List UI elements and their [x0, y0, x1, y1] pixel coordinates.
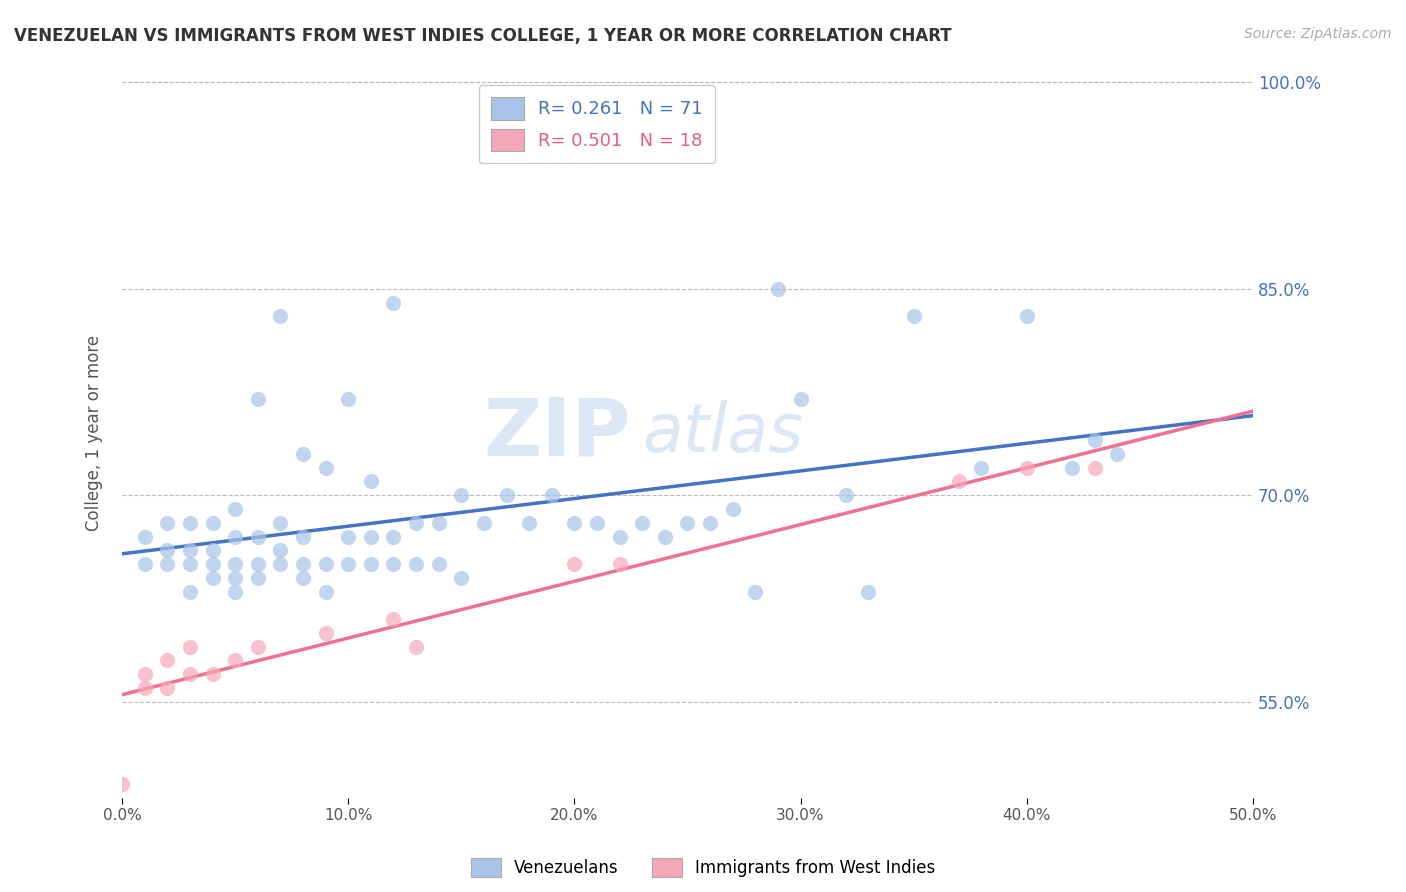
Y-axis label: College, 1 year or more: College, 1 year or more: [86, 335, 103, 532]
Point: [427, 557, 450, 571]
Point: [360, 557, 382, 571]
Point: [654, 529, 676, 543]
Point: [903, 310, 925, 324]
Point: [201, 543, 224, 558]
Point: [405, 516, 427, 530]
Point: [315, 626, 337, 640]
Text: VENEZUELAN VS IMMIGRANTS FROM WEST INDIES COLLEGE, 1 YEAR OR MORE CORRELATION CH: VENEZUELAN VS IMMIGRANTS FROM WEST INDIE…: [14, 27, 952, 45]
Point: [337, 557, 360, 571]
Point: [360, 529, 382, 543]
Point: [179, 640, 201, 654]
Point: [676, 516, 699, 530]
Point: [970, 460, 993, 475]
Point: [517, 516, 540, 530]
Point: [224, 502, 246, 516]
Point: [246, 529, 269, 543]
Point: [609, 557, 631, 571]
Text: atlas: atlas: [643, 401, 803, 467]
Point: [179, 584, 201, 599]
Text: Source: ZipAtlas.com: Source: ZipAtlas.com: [1244, 27, 1392, 41]
Point: [721, 502, 744, 516]
Point: [179, 516, 201, 530]
Point: [111, 777, 134, 791]
Point: [156, 543, 179, 558]
Point: [291, 557, 314, 571]
Point: [1060, 460, 1083, 475]
Point: [382, 557, 405, 571]
Point: [315, 557, 337, 571]
Point: [134, 557, 156, 571]
Point: [269, 516, 291, 530]
Point: [766, 282, 789, 296]
Point: [564, 516, 586, 530]
Point: [156, 516, 179, 530]
Point: [179, 667, 201, 681]
Point: [201, 516, 224, 530]
Point: [1083, 460, 1105, 475]
Point: [134, 681, 156, 695]
Point: [291, 447, 314, 461]
Point: [1083, 433, 1105, 447]
Point: [382, 295, 405, 310]
Point: [179, 557, 201, 571]
Point: [495, 488, 517, 502]
Point: [609, 529, 631, 543]
Point: [156, 681, 179, 695]
Point: [450, 488, 472, 502]
Point: [224, 653, 246, 667]
Legend: Venezuelans, Immigrants from West Indies: Venezuelans, Immigrants from West Indies: [464, 851, 942, 884]
Point: [699, 516, 721, 530]
Point: [472, 516, 495, 530]
Point: [1015, 460, 1038, 475]
Point: [224, 557, 246, 571]
Point: [134, 529, 156, 543]
Point: [1107, 447, 1129, 461]
Point: [246, 640, 269, 654]
Point: [835, 488, 858, 502]
Point: [246, 557, 269, 571]
Point: [201, 571, 224, 585]
Point: [246, 392, 269, 406]
Point: [948, 475, 970, 489]
Point: [858, 584, 880, 599]
Point: [789, 392, 811, 406]
Point: [269, 543, 291, 558]
Point: [134, 667, 156, 681]
Point: [156, 653, 179, 667]
Point: [744, 584, 766, 599]
Point: [224, 529, 246, 543]
Point: [631, 516, 654, 530]
Point: [450, 571, 472, 585]
Point: [360, 475, 382, 489]
Point: [224, 584, 246, 599]
Point: [427, 516, 450, 530]
Point: [246, 571, 269, 585]
Point: [179, 543, 201, 558]
Point: [405, 640, 427, 654]
Point: [1015, 310, 1038, 324]
Point: [315, 460, 337, 475]
Point: [540, 488, 562, 502]
Point: [269, 310, 291, 324]
Point: [269, 557, 291, 571]
Point: [337, 392, 360, 406]
Text: ZIP: ZIP: [484, 394, 631, 472]
Point: [156, 557, 179, 571]
Point: [586, 516, 609, 530]
Point: [405, 557, 427, 571]
Point: [564, 557, 586, 571]
Point: [201, 667, 224, 681]
Point: [315, 584, 337, 599]
Point: [337, 529, 360, 543]
Point: [291, 571, 314, 585]
Point: [291, 529, 314, 543]
Point: [201, 557, 224, 571]
Point: [382, 529, 405, 543]
Point: [382, 612, 405, 626]
Point: [224, 571, 246, 585]
Legend: R= 0.261   N = 71, R= 0.501   N = 18: R= 0.261 N = 71, R= 0.501 N = 18: [478, 85, 716, 163]
